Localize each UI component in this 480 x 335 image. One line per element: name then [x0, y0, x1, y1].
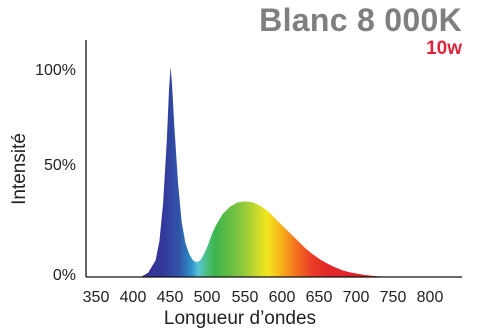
spectrum-area	[140, 67, 395, 277]
x-tick-label: 350	[82, 289, 110, 306]
x-tick-label: 800	[416, 289, 444, 306]
chart-title: Blanc 8 000K	[259, 2, 462, 38]
power-label: 10w	[426, 38, 462, 59]
x-tick-label: 700	[342, 289, 370, 306]
x-tick-label: 650	[305, 289, 333, 306]
y-tick-label: 100%	[35, 62, 76, 79]
x-tick-label: 400	[119, 289, 147, 306]
x-tick-label: 550	[231, 289, 259, 306]
y-tick-label: 0%	[52, 267, 76, 284]
x-tick-label: 500	[193, 289, 221, 306]
x-tick-label: 450	[156, 289, 184, 306]
x-tick-label: 600	[268, 289, 296, 306]
x-tick-label: 750	[379, 289, 407, 306]
x-axis-label: Longueur d’ondes	[163, 308, 317, 329]
y-tick-label: 50%	[43, 157, 76, 174]
